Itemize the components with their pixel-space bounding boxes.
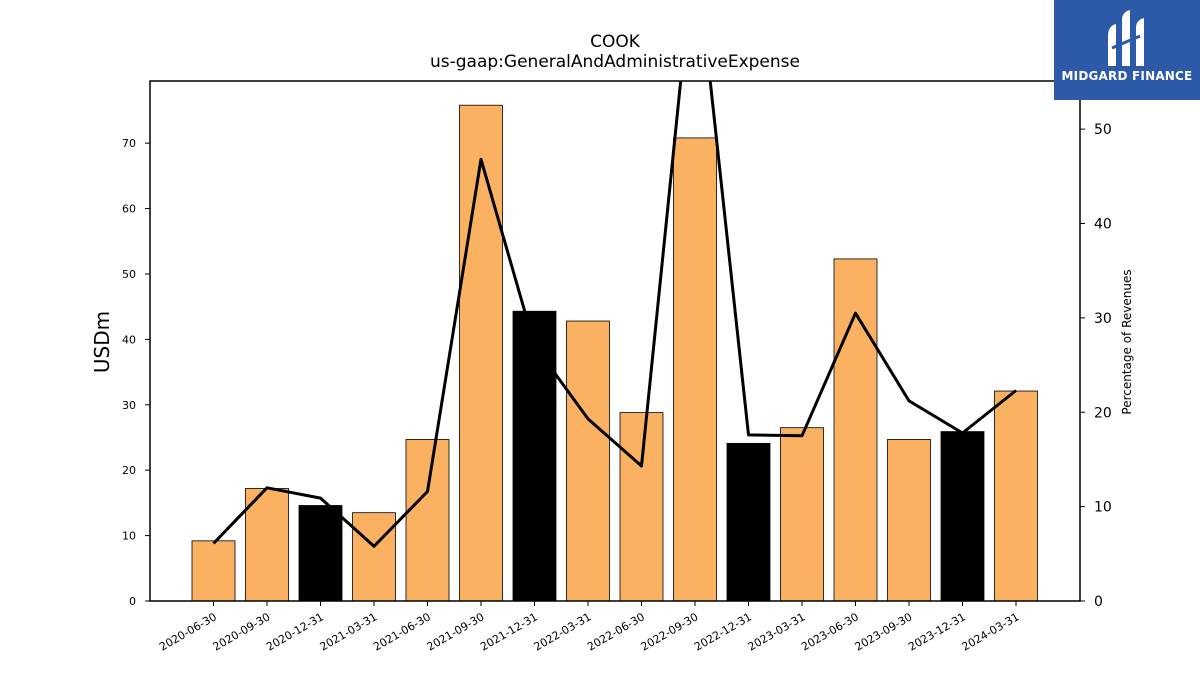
bar-2023-03-31 xyxy=(780,427,824,602)
bar-2023-06-30 xyxy=(833,258,878,602)
line-layer xyxy=(212,81,1017,548)
x-tick-label-2021-12-31: 2021-12-31 xyxy=(478,610,540,653)
y-tick-label-right-40: 40 xyxy=(1094,217,1112,233)
y-axis-label-left: USDm xyxy=(90,310,114,374)
y-tick-label-left-10: 10 xyxy=(122,530,136,543)
x-tick-label-2023-12-31: 2023-12-31 xyxy=(906,610,968,653)
x-tick-label-2021-03-31: 2021-03-31 xyxy=(318,610,380,653)
x-tick-label-2021-09-30: 2021-09-30 xyxy=(425,610,487,653)
x-tick-label-2023-09-30: 2023-09-30 xyxy=(853,610,915,653)
y-tick-label-right-20: 20 xyxy=(1094,405,1112,421)
y-axis-label-right: Percentage of Revenues xyxy=(1120,269,1134,415)
plot-frame xyxy=(149,80,1081,602)
x-axis-ticks: 2020-06-302020-09-302020-12-312021-03-31… xyxy=(157,601,1022,654)
y-tick-label-left-70: 70 xyxy=(122,137,136,150)
bar-2020-12-31 xyxy=(298,505,343,602)
y-tick-label-left-0: 0 xyxy=(129,595,136,608)
right-axis-ticks: 0 10 20 30 40 50 xyxy=(1080,122,1112,610)
x-tick-label-2022-03-31: 2022-03-31 xyxy=(532,610,594,653)
y-tick-label-right-0: 0 xyxy=(1094,594,1103,610)
bar-layer xyxy=(191,104,1038,602)
x-tick-label-2020-12-31: 2020-12-31 xyxy=(264,610,326,653)
bar-2024-03-31 xyxy=(994,390,1038,602)
y-tick-label-left-20: 20 xyxy=(122,464,136,477)
y-tick-label-right-10: 10 xyxy=(1094,500,1112,516)
bar-2023-12-31 xyxy=(940,431,985,602)
left-axis-ticks: 0 10 20 30 40 50 60 70 xyxy=(122,137,150,608)
y-tick-label-right-50: 50 xyxy=(1094,122,1112,138)
y-tick-label-left-50: 50 xyxy=(122,268,136,281)
x-tick-label-2022-06-30: 2022-06-30 xyxy=(585,610,647,653)
x-tick-label-2021-06-30: 2021-06-30 xyxy=(371,610,433,653)
midgard-logo-icon xyxy=(1108,10,1144,66)
x-tick-label-2020-09-30: 2020-09-30 xyxy=(211,610,273,653)
bar-2021-12-31 xyxy=(512,310,557,602)
logo-text: MIDGARD FINANCE xyxy=(1061,69,1193,83)
revenue-percentage-line xyxy=(212,81,1017,548)
bar-2020-06-30 xyxy=(191,540,236,602)
bar-2021-03-31 xyxy=(352,512,396,602)
bar-2021-06-30 xyxy=(405,439,450,602)
x-tick-label-2022-09-30: 2022-09-30 xyxy=(639,610,701,653)
bar-2022-03-31 xyxy=(566,320,610,602)
chart-subtitle: us-gaap:GeneralAndAdministrativeExpense xyxy=(430,52,800,72)
brand-logo: MIDGARD FINANCE xyxy=(1054,0,1200,100)
bar-2022-09-30 xyxy=(673,137,717,602)
x-tick-label-2024-03-31: 2024-03-31 xyxy=(960,610,1022,653)
x-tick-label-2023-06-30: 2023-06-30 xyxy=(799,610,861,653)
y-tick-label-right-30: 30 xyxy=(1094,311,1112,327)
bar-2022-06-30 xyxy=(619,412,664,602)
y-tick-label-left-60: 60 xyxy=(122,203,136,216)
bar-2023-09-30 xyxy=(887,439,931,602)
y-tick-label-left-40: 40 xyxy=(122,333,136,346)
x-tick-label-2020-06-30: 2020-06-30 xyxy=(157,610,219,653)
y-tick-label-left-30: 30 xyxy=(122,399,136,412)
x-tick-label-2022-12-31: 2022-12-31 xyxy=(692,610,754,653)
bar-2021-09-30 xyxy=(459,104,503,602)
bar-2020-09-30 xyxy=(245,488,289,602)
chart-title: COOK xyxy=(590,32,640,52)
bar-2022-12-31 xyxy=(726,442,771,602)
x-tick-label-2023-03-31: 2023-03-31 xyxy=(746,610,808,653)
